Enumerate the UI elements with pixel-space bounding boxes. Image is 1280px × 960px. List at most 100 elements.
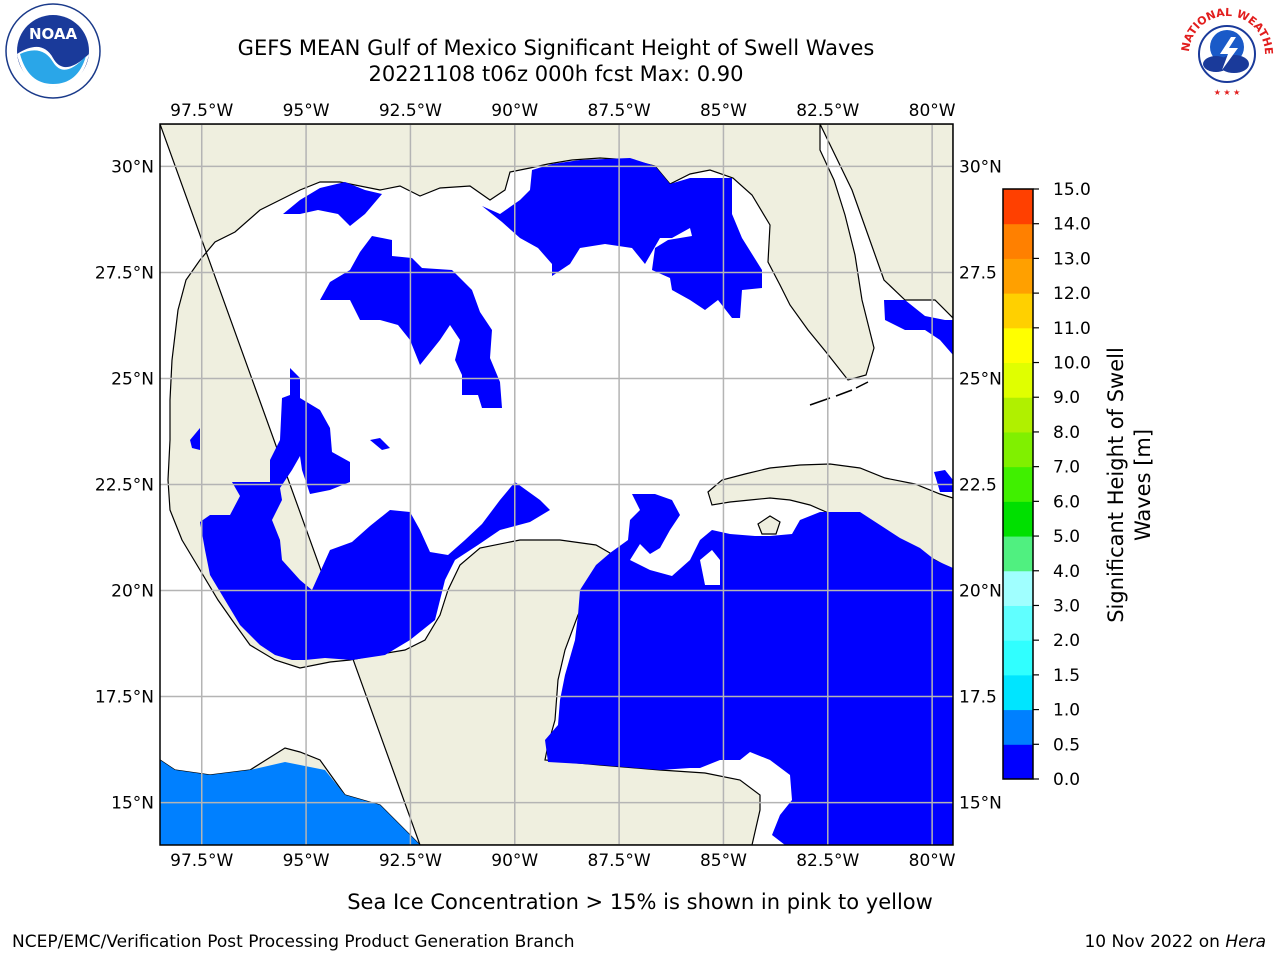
colorbar-tick-12: 10.0 [1053, 354, 1091, 374]
sea-ice-note: Sea Ice Concentration > 15% is shown in … [347, 890, 933, 914]
lat-tick-left-4: 20°N [111, 582, 154, 602]
colorbar-segment-15 [1003, 223, 1033, 259]
lat-tick-right-5: 17.5 [959, 688, 997, 708]
footer-date: 10 Nov 2022 on Hera [1084, 932, 1266, 952]
colorbar-tick-15: 13.0 [1053, 249, 1091, 269]
lon-tick-top-3: 90°W [491, 101, 538, 121]
lat-tick-right-3: 22.5 [959, 476, 997, 496]
florida-keys [809, 381, 869, 406]
lat-tick-left-6: 15°N [111, 794, 154, 814]
colorbar: 0.0 0.5 1.0 1.5 2.0 3.0 4.0 5.0 6.0 7.0 8.0 9.0 10.0… [1002, 180, 1091, 790]
lon-tick-top-7: 80°W [909, 101, 956, 121]
chart-title: GEFS MEAN Gulf of Mexico Significant Hei… [237, 36, 875, 60]
lon-tick-bottom-6: 82.5°W [796, 851, 859, 871]
lat-tick-left-2: 25°N [111, 369, 154, 389]
colorbar-frame [1002, 188, 1034, 780]
colorbar-segment-2 [1003, 674, 1033, 711]
lon-tick-top-6: 82.5°W [796, 101, 859, 121]
svg-text:★ ★ ★: ★ ★ ★ [1214, 88, 1241, 97]
colorbar-segment-5 [1003, 570, 1033, 606]
lon-tick-bottom-4: 87.5°W [588, 851, 651, 871]
colorbar-segment-13 [1003, 293, 1033, 329]
swell-region-east-keys [884, 300, 953, 355]
lon-tick-top-2: 92.5°W [379, 101, 442, 121]
colorbar-segment-8 [1003, 466, 1033, 502]
colorbar-tick-2: 1.0 [1053, 701, 1080, 721]
lon-tick-bottom-1: 95°W [283, 851, 330, 871]
colorbar-tick-1: 0.5 [1053, 735, 1080, 755]
lon-tick-bottom-0: 97.5°W [170, 851, 233, 871]
colorbar-tick-10: 8.0 [1053, 423, 1080, 443]
lat-tick-right-2: 25°N [959, 369, 1002, 389]
colorbar-tick-7: 5.0 [1053, 527, 1080, 547]
swell-region-east-strip [934, 470, 953, 492]
land-areas [160, 124, 953, 845]
colorbar-tick-13: 11.0 [1053, 319, 1091, 339]
lon-tick-bottom-2: 92.5°W [379, 851, 442, 871]
colorbar-segment-10 [1003, 397, 1033, 433]
lon-tick-labels-bottom: 97.5°W 95°W 92.5°W 90°W 87.5°W 85°W 82.5°W 80°W [170, 851, 956, 871]
footer-date-text: 10 Nov 2022 on [1084, 932, 1226, 952]
colorbar-segment-12 [1003, 327, 1033, 364]
colorbar-label-line1: Significant Height of Swell [1104, 347, 1128, 623]
footer-host: Hera [1225, 932, 1266, 952]
colorbar-segment-11 [1003, 362, 1033, 398]
swell-region-texas-shelf [283, 182, 382, 226]
map-frame [159, 123, 954, 846]
colorbar-tick-0: 0.0 [1053, 770, 1080, 790]
colorbar-tick-11: 9.0 [1053, 388, 1080, 408]
lat-tick-left-1: 27.5°N [95, 263, 154, 283]
lat-tick-left-3: 22.5°N [95, 476, 154, 496]
gridlines [160, 124, 953, 845]
noaa-logo-text: NOAA [29, 25, 78, 43]
lon-tick-top-0: 97.5°W [170, 101, 233, 121]
map-plot-area [160, 124, 953, 845]
colorbar-label-line2: Waves [m] [1131, 429, 1155, 541]
colorbar-segment-7 [1003, 501, 1033, 537]
colorbar-tick-5: 3.0 [1053, 596, 1080, 616]
colorbar-segment-9 [1003, 431, 1033, 468]
swell-region-small-west [190, 428, 200, 450]
colorbar-tick-14: 12.0 [1053, 284, 1091, 304]
colorbar-segment-1 [1003, 709, 1033, 745]
colorbar-tick-16: 14.0 [1053, 215, 1091, 235]
swell-region-western-gulf [200, 368, 550, 660]
lat-tick-right-0: 30°N [959, 157, 1002, 177]
lat-tick-right-4: 20°N [959, 582, 1002, 602]
swell-region-small-central [370, 438, 390, 450]
colorbar-tick-17: 15.0 [1053, 180, 1091, 200]
lat-tick-labels-left: 30°N 27.5°N 25°N 22.5°N 20°N 17.5°N 15°N [95, 157, 154, 813]
lon-tick-bottom-7: 80°W [909, 851, 956, 871]
colorbar-segment-6 [1003, 536, 1033, 572]
lat-tick-right-6: 15°N [959, 794, 1002, 814]
lon-tick-bottom-3: 90°W [491, 851, 538, 871]
lon-tick-top-1: 95°W [283, 101, 330, 121]
lon-tick-bottom-5: 85°W [700, 851, 747, 871]
lon-tick-labels-top: 97.5°W 95°W 92.5°W 90°W 87.5°W 85°W 82.5°W 80°W [170, 101, 956, 121]
colorbar-tick-3: 1.5 [1053, 666, 1080, 686]
colorbar-tick-4: 2.0 [1053, 631, 1080, 651]
colorbar-segment-16 [1003, 189, 1033, 225]
swell-region-caribbean [545, 494, 953, 845]
colorbar-tick-6: 4.0 [1053, 562, 1080, 582]
lat-tick-left-5: 17.5°N [95, 688, 154, 708]
lat-tick-right-1: 27.5 [959, 263, 997, 283]
colorbar-segment-4 [1003, 605, 1033, 641]
lon-tick-top-4: 87.5°W [588, 101, 651, 121]
colorbar-segment-14 [1003, 258, 1033, 294]
colorbar-tick-8: 6.0 [1053, 492, 1080, 512]
swell-region-hole [700, 550, 720, 585]
land-isla-juventud [757, 515, 781, 535]
swell-region-northeast [482, 158, 762, 318]
colorbar-segment-3 [1003, 640, 1033, 676]
colorbar-segment-0 [1003, 744, 1033, 780]
nws-logo: NATIONAL WEATHER SERVICE ★ ★ ★ [1176, 2, 1275, 98]
lat-tick-labels-right: 30°N 27.5 25°N 22.5 20°N 17.5 15°N [959, 157, 1002, 813]
noaa-logo: NOAA [5, 3, 101, 99]
lat-tick-left-0: 30°N [111, 157, 154, 177]
lon-tick-top-5: 85°W [700, 101, 747, 121]
chart-subtitle: 20221108 t06z 000h fcst Max: 0.90 [368, 62, 744, 86]
land-mainland [160, 124, 953, 845]
colorbar-tick-9: 7.0 [1053, 458, 1080, 478]
